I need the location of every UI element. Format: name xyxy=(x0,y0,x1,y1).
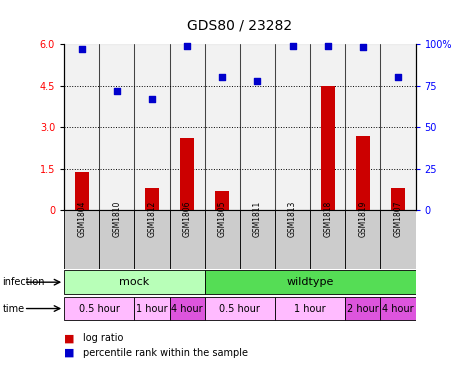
Text: wildtype: wildtype xyxy=(286,277,334,287)
Point xyxy=(254,78,261,83)
Bar xyxy=(345,297,380,320)
Bar xyxy=(134,210,170,269)
Bar xyxy=(380,297,416,320)
Bar xyxy=(99,44,134,210)
Point xyxy=(359,44,367,50)
Text: log ratio: log ratio xyxy=(83,333,124,343)
Bar xyxy=(170,210,205,269)
Point xyxy=(218,74,226,80)
Bar xyxy=(345,44,380,210)
Text: GSM1806: GSM1806 xyxy=(183,200,191,237)
Bar xyxy=(64,44,99,210)
Text: GSM1819: GSM1819 xyxy=(359,201,367,237)
Bar xyxy=(380,210,416,269)
Bar xyxy=(205,270,416,294)
Bar xyxy=(205,44,240,210)
Text: time: time xyxy=(2,303,25,314)
Text: ■: ■ xyxy=(64,333,75,343)
Bar xyxy=(205,297,275,320)
Bar xyxy=(391,188,405,210)
Bar xyxy=(275,210,310,269)
Text: GSM1811: GSM1811 xyxy=(253,201,262,237)
Bar xyxy=(145,188,159,210)
Point xyxy=(289,43,296,49)
Bar xyxy=(170,44,205,210)
Point xyxy=(183,43,191,49)
Text: 0.5 hour: 0.5 hour xyxy=(219,303,260,314)
Text: GSM1807: GSM1807 xyxy=(394,200,402,237)
Bar xyxy=(356,135,370,210)
Text: 4 hour: 4 hour xyxy=(382,303,414,314)
Bar xyxy=(75,172,89,210)
Text: GDS80 / 23282: GDS80 / 23282 xyxy=(187,18,293,32)
Bar xyxy=(215,191,229,210)
Point xyxy=(113,87,121,93)
Bar xyxy=(310,44,345,210)
Point xyxy=(78,46,86,52)
Text: 2 hour: 2 hour xyxy=(347,303,379,314)
Bar xyxy=(275,44,310,210)
Text: GSM1818: GSM1818 xyxy=(323,201,332,237)
Bar xyxy=(321,86,335,210)
Text: 1 hour: 1 hour xyxy=(294,303,326,314)
Point xyxy=(148,96,156,102)
Bar xyxy=(180,138,194,210)
Bar xyxy=(240,210,275,269)
Bar xyxy=(170,297,205,320)
Text: ■: ■ xyxy=(64,348,75,358)
Text: 1 hour: 1 hour xyxy=(136,303,168,314)
Point xyxy=(324,43,332,49)
Bar xyxy=(380,44,416,210)
Bar xyxy=(64,270,205,294)
Bar xyxy=(134,297,170,320)
Bar xyxy=(345,210,380,269)
Point xyxy=(394,74,402,80)
Bar xyxy=(275,297,345,320)
Text: infection: infection xyxy=(2,277,45,287)
Text: 0.5 hour: 0.5 hour xyxy=(79,303,120,314)
Text: 4 hour: 4 hour xyxy=(171,303,203,314)
Text: GSM1805: GSM1805 xyxy=(218,200,227,237)
Bar xyxy=(99,210,134,269)
Bar xyxy=(64,297,134,320)
Bar xyxy=(310,210,345,269)
Bar xyxy=(240,44,275,210)
Text: GSM1810: GSM1810 xyxy=(113,201,121,237)
Text: percentile rank within the sample: percentile rank within the sample xyxy=(83,348,248,358)
Text: mock: mock xyxy=(119,277,150,287)
Text: GSM1812: GSM1812 xyxy=(148,201,156,237)
Bar xyxy=(64,210,99,269)
Text: GSM1813: GSM1813 xyxy=(288,201,297,237)
Bar xyxy=(205,210,240,269)
Text: GSM1804: GSM1804 xyxy=(77,200,86,237)
Bar xyxy=(134,44,170,210)
